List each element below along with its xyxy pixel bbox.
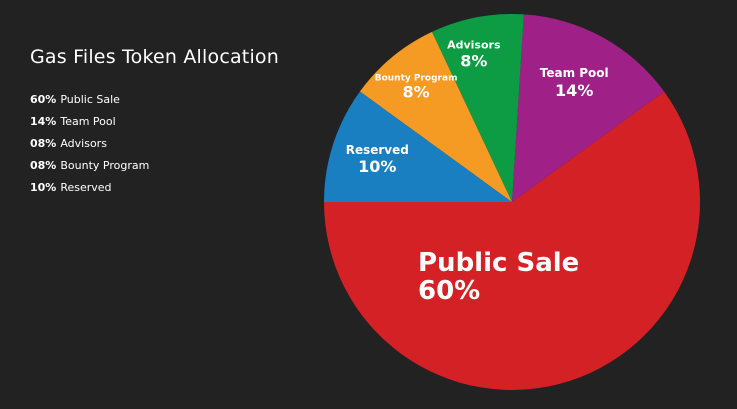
slice-label-name: Team Pool [540,66,609,80]
slice-label-name: Bounty Program [375,74,458,84]
legend: 60% Public Sale 14% Team Pool 08% Advisors … [30,92,149,202]
legend-label: Team Pool [60,115,116,128]
legend-item-reserved: 10% Reserved [30,180,149,202]
legend-label: Reserved [60,181,112,194]
legend-label: Advisors [60,137,107,150]
legend-percent: 10% [30,181,57,194]
slice-label-name: Reserved [346,143,409,157]
chart-title: Gas Files Token Allocation [30,46,279,68]
pie-slice-bounty-program [359,31,512,202]
legend-item-advisors: 08% Advisors [30,136,149,158]
slice-label-name: Public Sale [418,248,579,278]
pie-slice-public-sale [324,91,700,390]
pie-slice-reserved [324,91,512,202]
slice-label-name: Advisors [447,38,501,51]
slice-label-percent: 8% [460,51,487,70]
legend-percent: 14% [30,115,57,128]
legend-percent: 60% [30,93,57,106]
legend-label: Bounty Program [60,159,150,172]
slice-label-percent: 8% [403,83,430,102]
legend-percent: 08% [30,159,57,172]
slice-label-percent: 14% [555,81,593,100]
legend-label: Public Sale [60,93,120,106]
legend-item-team-pool: 14% Team Pool [30,114,149,136]
legend-percent: 08% [30,137,57,150]
pie-slice-advisors [431,13,524,203]
slice-label-percent: 60% [418,276,480,306]
legend-item-bounty-program: 08% Bounty Program [30,158,149,180]
pie-slice-team-pool [512,14,665,203]
legend-item-public-sale: 60% Public Sale [30,92,149,114]
slice-label-percent: 10% [358,157,396,176]
